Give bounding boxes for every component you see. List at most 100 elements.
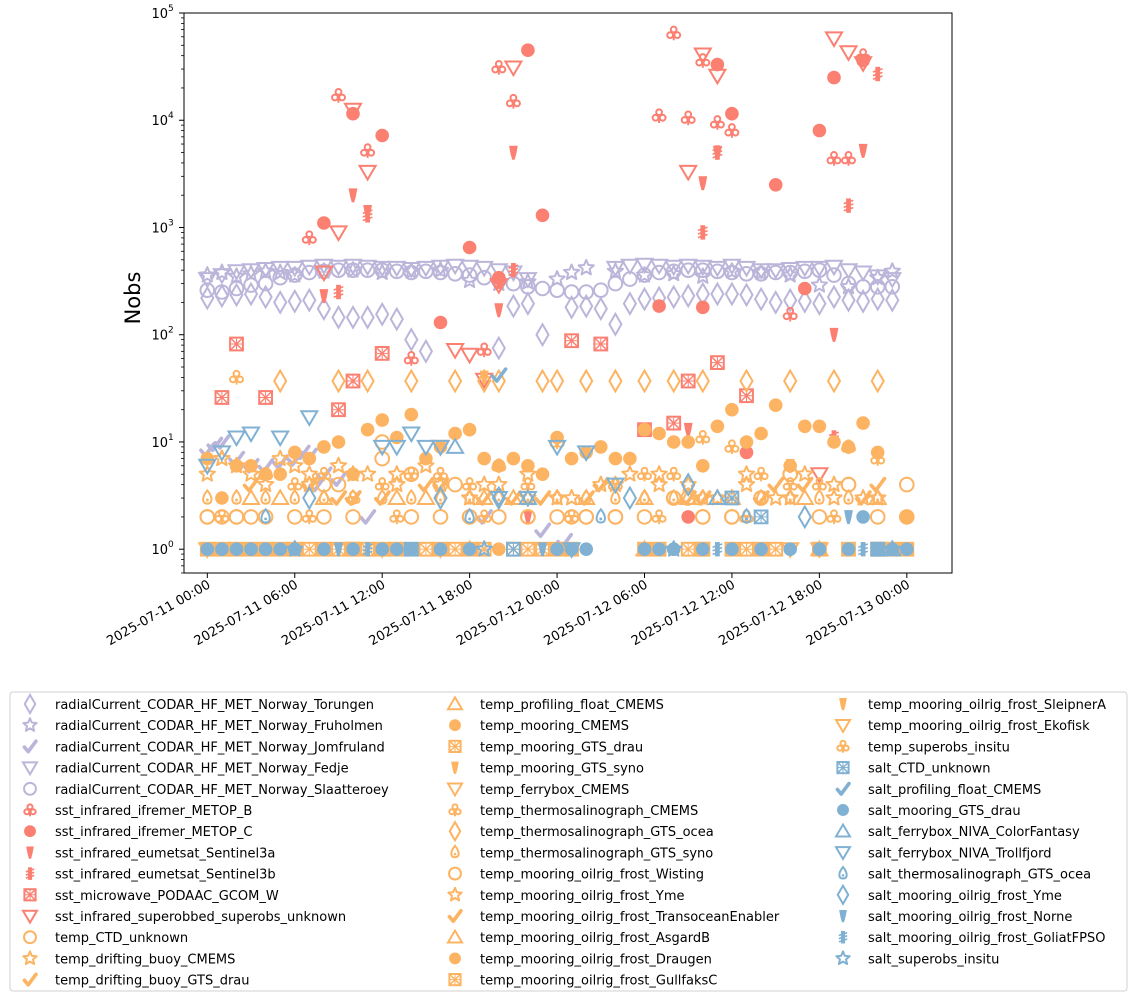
data-point: [330, 476, 347, 493]
data-point: [489, 491, 509, 508]
legend-label: salt_mooring_GTS_drau: [868, 804, 1021, 819]
series-salt_ferrybox_NIVA_Trollfjord: [197, 410, 626, 559]
data-point: [812, 542, 827, 556]
data-point: [853, 56, 873, 73]
data-point: [374, 450, 391, 467]
data-point: [872, 66, 883, 82]
data-point: [506, 293, 521, 319]
legend-item: temp_mooring_oilrig_frost_Wisting: [448, 866, 704, 883]
data-point: [751, 263, 771, 280]
legend: radialCurrent_CODAR_HF_MET_Norway_Torung…: [9, 691, 1128, 992]
data-point: [841, 439, 856, 455]
legend-label: temp_thermosalinograph_GTS_ocea: [480, 825, 714, 840]
data-point: [360, 368, 375, 394]
data-point: [855, 278, 871, 295]
y-tick-label: 10: [151, 329, 168, 344]
data-point: [260, 507, 271, 524]
legend-marker: [834, 846, 852, 862]
data-point: [796, 476, 814, 493]
data-point: [403, 509, 420, 525]
legend-label: salt_mooring_oilrig_frost_GoliatFPSO: [868, 931, 1105, 946]
data-point: [213, 434, 231, 450]
data-point: [693, 259, 713, 277]
data-point: [462, 422, 477, 437]
legend-marker: [23, 803, 37, 817]
legend-label: temp_CTD_unknown: [55, 931, 188, 946]
legend-item: temp_mooring_oilrig_frost_Draugen: [449, 952, 712, 967]
data-point: [362, 208, 373, 223]
data-point: [448, 426, 462, 441]
data-point: [826, 284, 842, 310]
data-point: [780, 262, 800, 279]
legend-label: temp_mooring_oilrig_frost_Yme: [480, 889, 684, 904]
legend-marker: [447, 886, 463, 902]
data-point: [228, 509, 245, 525]
data-point: [258, 390, 274, 405]
data-point: [754, 542, 768, 556]
data-point: [289, 488, 300, 505]
data-point: [362, 542, 373, 557]
data-point: [564, 333, 579, 349]
data-point: [445, 437, 465, 454]
data-point: [491, 60, 507, 75]
legend-marker: [22, 739, 38, 754]
legend-item: sst_infrared_eumetsat_Sentinel3b: [25, 867, 276, 883]
data-point: [576, 445, 596, 462]
data-point: [331, 88, 346, 103]
data-point: [375, 542, 389, 556]
data-point: [885, 287, 900, 313]
data-point: [214, 284, 230, 300]
data-point: [374, 345, 390, 361]
legend-marker: [448, 739, 462, 754]
legend-marker: [837, 804, 849, 816]
legend-marker: [836, 883, 850, 906]
data-point: [592, 476, 610, 493]
data-point: [666, 284, 681, 310]
data-point: [329, 456, 348, 474]
data-point: [883, 540, 901, 557]
data-point: [841, 542, 856, 556]
data-point: [231, 488, 242, 505]
data-point: [226, 430, 247, 448]
legend-item: temp_mooring_oilrig_frost_GullfaksC: [448, 972, 717, 989]
data-point: [476, 509, 493, 525]
data-point: [301, 264, 318, 281]
data-point: [477, 368, 492, 394]
data-point: [314, 488, 334, 505]
data-point: [244, 459, 258, 473]
data-point: [447, 541, 463, 557]
series-salt_mooring_oilrig_frost_Norne: [334, 510, 853, 557]
data-point: [608, 368, 623, 394]
series-temp_mooring_CMEMS: [200, 398, 914, 524]
data-point: [401, 426, 422, 444]
data-point: [680, 110, 696, 126]
data-point: [810, 276, 829, 293]
data-point: [418, 338, 434, 364]
data-point: [417, 456, 435, 474]
data-point: [241, 263, 261, 280]
data-point: [229, 369, 244, 385]
data-point: [360, 304, 375, 330]
legend-label: salt_ferrybox_NIVA_ColorFantasy: [868, 825, 1080, 840]
legend-item: temp_drifting_buoy_GTS_drau: [22, 972, 250, 989]
data-point: [475, 540, 493, 557]
data-point: [535, 208, 550, 223]
data-point: [651, 108, 667, 124]
data-point: [855, 288, 871, 314]
series-salt_profiling_float_CMEMS: [490, 367, 508, 383]
data-point: [214, 390, 230, 405]
data-point: [489, 278, 509, 295]
legend-label: radialCurrent_CODAR_HF_MET_Norway_Jomfru…: [55, 740, 385, 755]
data-point: [476, 509, 492, 525]
legend-marker: [25, 867, 35, 880]
data-point: [447, 265, 463, 282]
data-point: [637, 422, 652, 437]
data-point: [725, 402, 739, 417]
legend-item: temp_mooring_GTS_drau: [448, 739, 643, 755]
legend-label: sst_infrared_eumetsat_Sentinel3a: [55, 846, 275, 861]
data-point: [724, 123, 740, 138]
y-tick-exponent: 4: [168, 111, 174, 121]
data-point: [377, 488, 388, 505]
data-point: [577, 258, 595, 276]
